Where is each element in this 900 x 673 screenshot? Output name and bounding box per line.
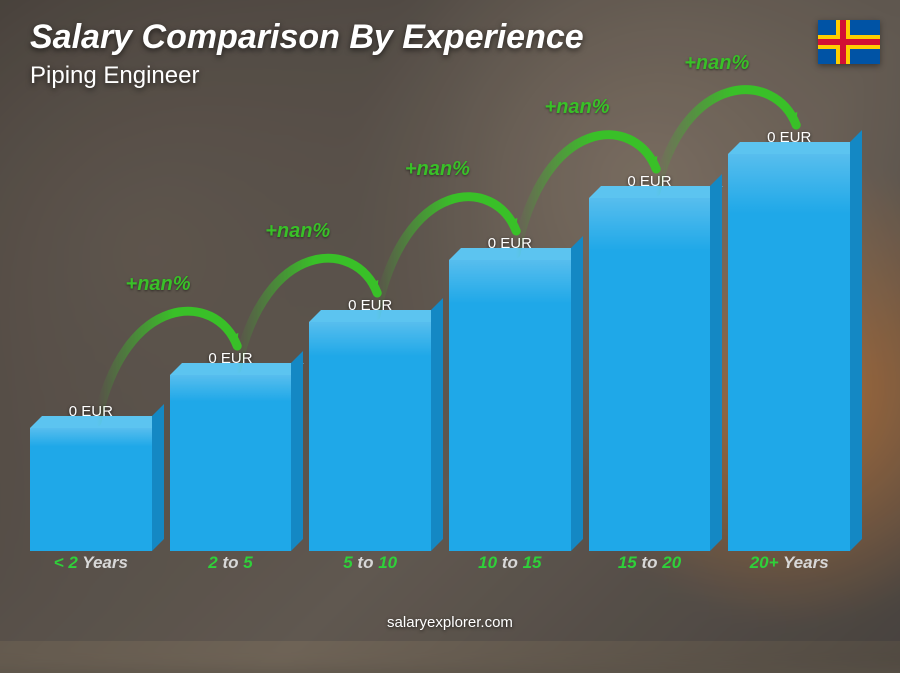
x-axis-label: 20+ Years — [728, 553, 850, 581]
chart-subtitle: Piping Engineer — [30, 62, 199, 90]
chart-title: Salary Comparison By Experience — [30, 18, 584, 57]
growth-arrow-label: +nan% — [265, 220, 330, 243]
x-axis-label: 2 to 5 — [170, 553, 292, 581]
bar-chart: 0 EUR0 EUR0 EUR0 EUR0 EUR0 EUR < 2 Years… — [30, 110, 850, 581]
growth-arrow-label: +nan% — [126, 273, 191, 296]
growth-arrow-label: +nan% — [545, 96, 610, 119]
growth-arrow-label: +nan% — [684, 52, 749, 75]
x-axis-label: < 2 Years — [30, 553, 152, 581]
growth-arrow-label: +nan% — [405, 158, 470, 181]
x-axis-label: 10 to 15 — [449, 553, 571, 581]
x-axis-labels: < 2 Years 2 to 5 5 to 10 10 to 15 15 to 20 20… — [30, 553, 850, 581]
footer-attribution: salaryexplorer.com — [0, 614, 900, 631]
content-layer: Salary Comparison By Experience Piping E… — [0, 0, 900, 641]
growth-arrow — [646, 60, 821, 217]
x-axis-label: 15 to 20 — [589, 553, 711, 581]
x-axis-label: 5 to 10 — [309, 553, 431, 581]
flag-icon — [818, 20, 880, 64]
